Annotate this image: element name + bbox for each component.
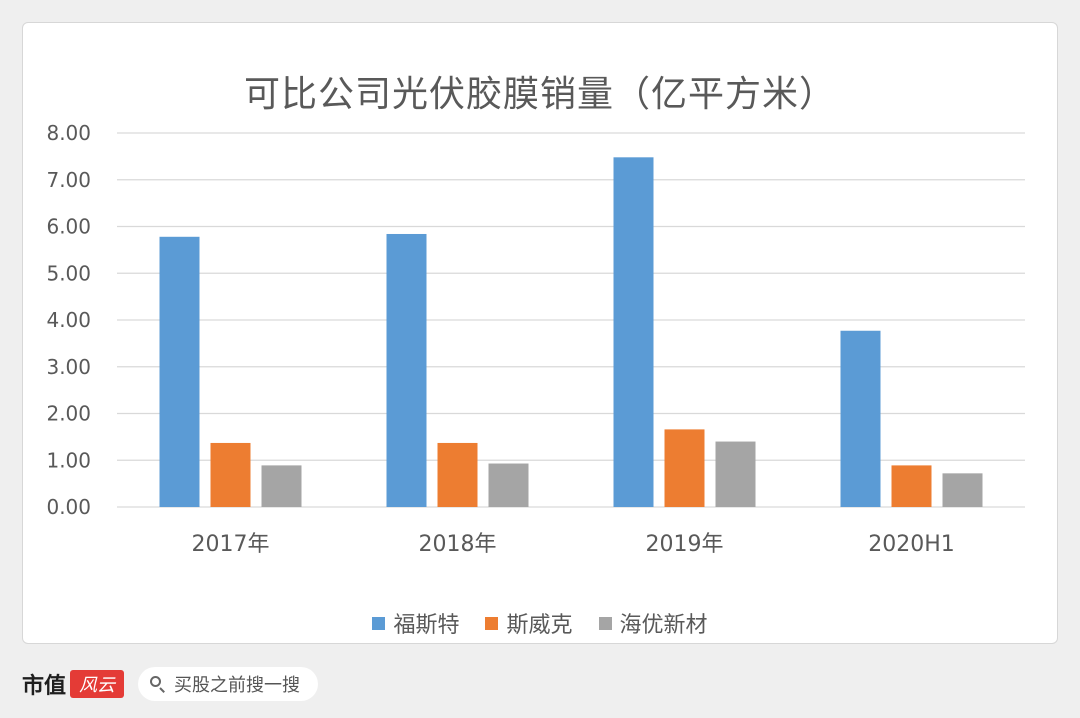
- chart-card: 可比公司光伏胶膜销量（亿平方米） 0.00 1.00 2.00 3.00 4.00 5.0…: [22, 22, 1058, 644]
- y-tick-label: 7.00: [46, 168, 91, 192]
- y-tick-labels: 0.00 1.00 2.00 3.00 4.00 5.00 6.00 7.00 8.00: [46, 121, 91, 519]
- y-tick-label: 4.00: [46, 308, 91, 332]
- bar: [210, 442, 251, 507]
- bar: [386, 233, 427, 508]
- bars: [159, 157, 983, 508]
- y-tick-label: 8.00: [46, 121, 91, 145]
- x-tick-label: 2020H1: [868, 532, 955, 557]
- y-tick-label: 2.00: [46, 402, 91, 426]
- legend-label: 海优新材: [619, 613, 708, 638]
- bar: [613, 157, 654, 507]
- legend-swatch: [598, 616, 612, 630]
- chart-title: 可比公司光伏胶膜销量（亿平方米）: [243, 74, 836, 115]
- bar: [437, 442, 478, 507]
- y-tick-label: 6.00: [46, 215, 91, 239]
- legend-swatch: [372, 616, 386, 630]
- bar: [261, 465, 302, 507]
- footer-bar: 市值 风云 买股之前搜一搜: [22, 666, 319, 702]
- gridlines: [117, 132, 1025, 508]
- bar: [159, 236, 200, 507]
- brand-logo-text: 市值: [22, 674, 67, 699]
- x-tick-label: 2017年: [192, 532, 270, 557]
- y-tick-label: 0.00: [46, 495, 91, 519]
- y-tick-label: 3.00: [46, 355, 91, 379]
- x-tick-label: 2018年: [419, 532, 497, 557]
- legend-item: 海优新材: [598, 607, 708, 639]
- bar: [664, 429, 705, 507]
- bar: [942, 473, 983, 507]
- legend-label: 福斯特: [393, 613, 460, 638]
- legend-item: 福斯特: [372, 607, 459, 639]
- x-tick-label: 2019年: [646, 532, 724, 557]
- legend-label: 斯威克: [506, 613, 573, 638]
- legend: 福斯特 斯威克 海优新材: [23, 607, 1057, 639]
- bar-chart: 0.00 1.00 2.00 3.00 4.00 5.00 6.00 7.00 8.00 201…: [46, 121, 1025, 557]
- y-tick-label: 1.00: [46, 448, 91, 472]
- search-box[interactable]: 买股之前搜一搜: [138, 667, 319, 701]
- legend-swatch: [485, 616, 499, 630]
- x-tick-labels: 2017年 2018年 2019年 2020H1: [192, 532, 955, 557]
- y-tick-label: 5.00: [46, 261, 91, 285]
- legend-item: 斯威克: [485, 607, 573, 639]
- search-icon: [150, 676, 166, 693]
- bar: [840, 330, 881, 507]
- bar: [715, 441, 756, 507]
- brand-logo-seal: 风云: [70, 670, 125, 698]
- search-placeholder: 买股之前搜一搜: [174, 675, 301, 696]
- bar: [891, 465, 932, 507]
- bar: [488, 463, 529, 507]
